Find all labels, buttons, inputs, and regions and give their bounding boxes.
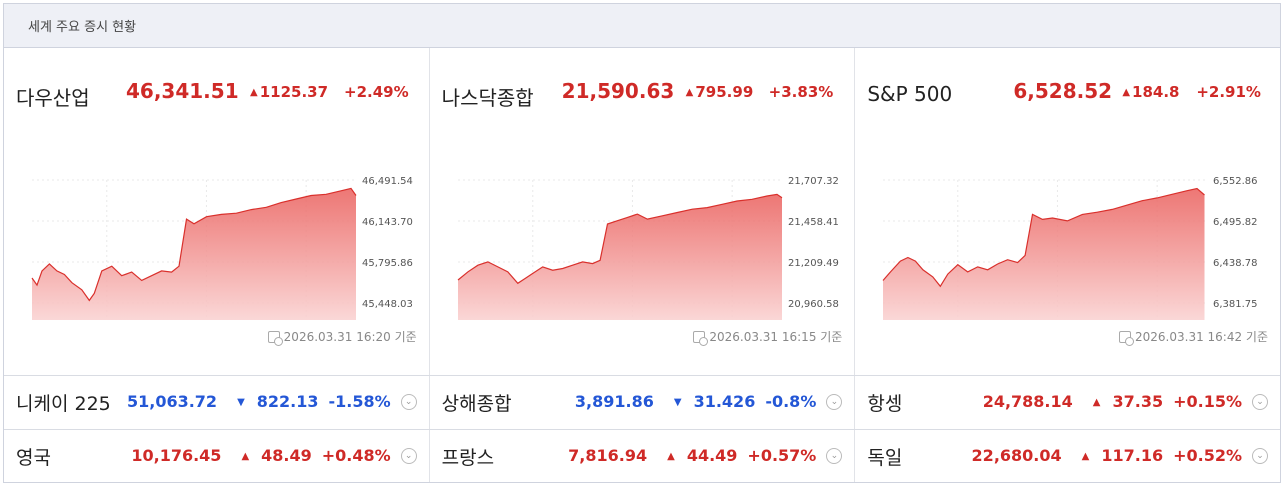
widget-title: 세계 주요 증시 현황	[28, 20, 137, 35]
widget-header: 세계 주요 증시 현황	[4, 4, 1280, 48]
chevron-down-icon[interactable]: ⌄	[1252, 447, 1269, 464]
chart-panels: 다우산업 46,341.51 ▲ 1125.37 +2.49% 46,491.54…	[4, 48, 1280, 376]
y-tick-label: 6,438.78	[1213, 258, 1258, 269]
index-name: 다우산업	[16, 86, 90, 110]
y-tick-label: 45,448.03	[362, 299, 413, 310]
timestamp: 2026.03.31 16:42 기준	[1119, 328, 1268, 346]
index-percent: +2.91%	[1196, 83, 1261, 101]
series-line	[882, 187, 1206, 288]
timestamp: 2026.03.31 16:20 기준	[267, 328, 417, 346]
index-value: 3,891.86	[574, 392, 654, 411]
index-value: 46,341.51	[126, 79, 239, 103]
index-panel-nasdaq[interactable]: 나스닥종합 21,590.63 ▲ 795.99 +3.83% 21,707.32…	[428, 48, 855, 375]
y-tick-label: 45,795.86	[362, 258, 413, 269]
y-tick-label: 21,707.32	[788, 176, 839, 187]
index-percent: +0.15%	[1173, 392, 1243, 411]
down-arrow-icon: ▼	[237, 397, 245, 408]
index-chart: 46,491.5446,143.7045,795.8645,448.0345,1…	[31, 176, 413, 320]
index-value: 24,788.14	[982, 392, 1073, 411]
index-name: 영국	[16, 447, 51, 469]
index-cell-nikkei[interactable]: 니케이 225 51,063.72 ▼ 822.13 -1.58% ⌄	[4, 376, 429, 429]
index-chart: 21,707.3221,458.4121,209.4920,960.5820,7…	[457, 176, 839, 320]
y-tick-label: 21,209.49	[788, 258, 839, 269]
index-value: 21,590.63	[561, 79, 675, 103]
index-percent: +3.83%	[768, 83, 834, 101]
chevron-down-icon[interactable]: ⌄	[400, 393, 417, 410]
index-name: 니케이 225	[16, 393, 111, 415]
index-value: 6,528.52	[1013, 79, 1113, 103]
index-percent: -1.58%	[328, 392, 391, 411]
chevron-down-icon[interactable]: ⌄	[826, 447, 843, 464]
index-quote: 51,063.72 ▼ 822.13 -1.58% ⌄	[127, 392, 417, 411]
down-arrow-icon: ▼	[673, 397, 682, 408]
calendar-clock-icon	[267, 330, 283, 346]
index-name: 프랑스	[441, 447, 495, 469]
index-quote: 7,816.94 ▲ 44.49 +0.57% ⌄	[568, 446, 843, 465]
index-value: 22,680.04	[971, 446, 1062, 465]
index-cell-france[interactable]: 프랑스 7,816.94 ▲ 44.49 +0.57% ⌄	[428, 430, 855, 482]
world-stock-widget: 세계 주요 증시 현황 다우산업 46,341.51 ▲ 1125.37 +2.4…	[3, 3, 1281, 483]
y-tick-label: 6,381.75	[1213, 299, 1258, 310]
index-change: ▲ 48.49	[241, 446, 312, 465]
timestamp: 2026.03.31 16:15 기준	[693, 328, 842, 346]
calendar-clock-icon	[693, 330, 709, 346]
up-arrow-icon: ▲	[667, 451, 675, 462]
up-arrow-icon: ▲	[1122, 87, 1131, 98]
y-tick-label: 20,960.58	[788, 299, 839, 310]
index-change: ▼ 822.13	[237, 392, 319, 411]
index-panel-sp500[interactable]: S&P 500 6,528.52 ▲ 184.8 +2.91% 6,552.86 6…	[854, 48, 1280, 375]
index-change: ▲ 44.49	[667, 446, 738, 465]
up-arrow-icon: ▲	[1081, 451, 1090, 462]
index-change: ▲ 1125.37	[250, 83, 329, 101]
y-tick-label: 6,495.82	[1213, 217, 1258, 228]
series-line	[457, 193, 783, 285]
y-tick-label: 46,491.54	[362, 176, 413, 187]
index-row: 니케이 225 51,063.72 ▼ 822.13 -1.58% ⌄ 상해종합 …	[4, 376, 1280, 430]
chevron-down-icon[interactable]: ⌄	[400, 447, 417, 464]
index-quote: 10,176.45 ▲ 48.49 +0.48% ⌄	[131, 446, 417, 465]
index-cell-shanghai[interactable]: 상해종합 3,891.86 ▼ 31.426 -0.8% ⌄	[428, 376, 855, 429]
index-chart: 6,552.866,495.826,438.786,381.756,324.71…	[882, 176, 1258, 320]
chevron-down-icon[interactable]: ⌄	[1252, 393, 1269, 410]
index-name: 상해종합	[441, 393, 512, 415]
index-change: ▲ 184.8	[1122, 83, 1180, 101]
up-arrow-icon: ▲	[685, 87, 694, 98]
area-fill	[883, 188, 1205, 320]
area-fill	[32, 188, 356, 320]
index-value: 10,176.45	[131, 446, 222, 465]
index-change: ▲ 37.35	[1092, 392, 1164, 411]
index-percent: +0.48%	[321, 446, 391, 465]
index-cell-hangseng[interactable]: 항셍 24,788.14 ▲ 37.35 +0.15% ⌄	[854, 376, 1280, 429]
up-arrow-icon: ▲	[250, 87, 258, 98]
index-name: 나스닥종합	[441, 86, 534, 110]
up-arrow-icon: ▲	[241, 451, 250, 462]
y-tick-label: 46,143.70	[362, 217, 413, 228]
index-change: ▲ 795.99	[685, 83, 754, 101]
calendar-clock-icon	[1119, 330, 1135, 346]
index-quote: 24,788.14 ▲ 37.35 +0.15% ⌄	[982, 392, 1269, 411]
index-quote: 3,891.86 ▼ 31.426 -0.8% ⌄	[574, 392, 843, 411]
index-percent: +0.57%	[747, 446, 817, 465]
index-change: ▼ 31.426	[673, 392, 756, 411]
index-name: 독일	[867, 447, 903, 469]
index-name: 항셍	[867, 393, 903, 415]
up-arrow-icon: ▲	[1092, 397, 1101, 408]
series-line	[31, 187, 357, 302]
index-cell-germany[interactable]: 독일 22,680.04 ▲ 117.16 +0.52% ⌄	[854, 430, 1280, 482]
index-percent: +2.49%	[344, 83, 409, 101]
index-panel-dow[interactable]: 다우산업 46,341.51 ▲ 1125.37 +2.49% 46,491.54…	[4, 48, 429, 375]
index-value: 51,063.72	[126, 392, 218, 411]
index-row: 영국 10,176.45 ▲ 48.49 +0.48% ⌄ 프랑스 7,816.9…	[4, 430, 1280, 482]
y-tick-label: 6,552.86	[1213, 176, 1258, 187]
index-percent: -0.8%	[765, 392, 817, 411]
index-cell-uk[interactable]: 영국 10,176.45 ▲ 48.49 +0.48% ⌄	[4, 430, 429, 482]
chevron-down-icon[interactable]: ⌄	[826, 393, 843, 410]
y-tick-label: 21,458.41	[788, 217, 839, 228]
index-value: 7,816.94	[568, 446, 648, 465]
index-change: ▲ 117.16	[1081, 446, 1164, 465]
index-quote: 22,680.04 ▲ 117.16 +0.52% ⌄	[971, 446, 1269, 465]
area-fill	[457, 194, 782, 320]
index-name: S&P 500	[867, 82, 953, 106]
index-percent: +0.52%	[1173, 446, 1243, 465]
